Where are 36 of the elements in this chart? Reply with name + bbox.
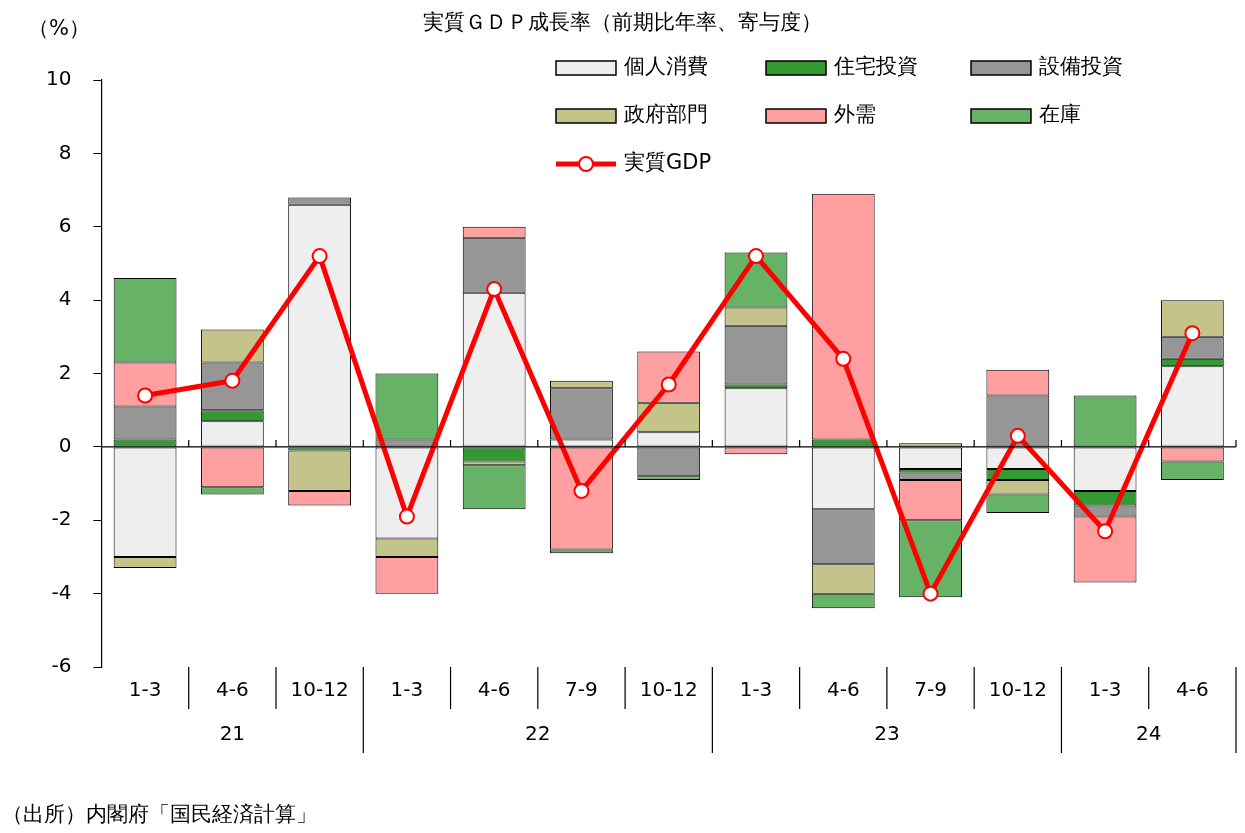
x-tick-label: 10-12 <box>290 677 349 702</box>
y-tick-label: 6 <box>58 212 72 237</box>
y-tick-label: -2 <box>51 506 72 531</box>
text: 22 <box>525 721 551 746</box>
x-tick-label: 4-6 <box>826 677 860 702</box>
x-tick-label: 7-9 <box>914 677 947 702</box>
y-tick-label: 4 <box>58 286 72 311</box>
x-tick-label: 1-3 <box>128 677 162 702</box>
legend-label: 在庫 <box>1039 102 1081 127</box>
text: 23 <box>874 721 900 746</box>
text: 24 <box>1136 721 1162 746</box>
y-tick-label: 8 <box>58 139 72 164</box>
x-tick-label: 10-12 <box>988 677 1047 702</box>
y-tick-label: -4 <box>51 579 72 604</box>
text: 21 <box>219 721 246 746</box>
x-tick-label: 10-12 <box>639 677 698 702</box>
text: （出所）内閣府「国民経済計算」 <box>2 801 317 828</box>
legend-label: 設備投資 <box>1039 54 1123 79</box>
y-tick-label: 10 <box>46 66 72 91</box>
y-axis-title: （%） <box>28 15 90 42</box>
x-tick-label: 1-3 <box>739 677 773 702</box>
x-tick-label: 1-3 <box>1088 677 1122 702</box>
legend-label: 政府部門 <box>624 102 708 127</box>
x-tick-label: 4-6 <box>477 677 511 702</box>
legend-label: 実質GDP <box>624 150 712 175</box>
chart-title: 実質ＧＤＰ成長率（前期比年率、寄与度） <box>423 10 822 34</box>
x-tick-label: 7-9 <box>565 677 598 702</box>
legend-label: 個人消費 <box>624 54 708 79</box>
legend-label: 住宅投資 <box>833 54 918 79</box>
y-tick-label: 2 <box>58 359 72 384</box>
x-tick-label: 4-6 <box>216 677 249 702</box>
y-tick-label: 0 <box>58 433 72 458</box>
x-tick-label: 4-6 <box>1176 677 1209 702</box>
legend-label: 外需 <box>834 102 876 127</box>
y-tick-label: -6 <box>51 653 72 678</box>
x-tick-label: 1-3 <box>390 677 424 702</box>
